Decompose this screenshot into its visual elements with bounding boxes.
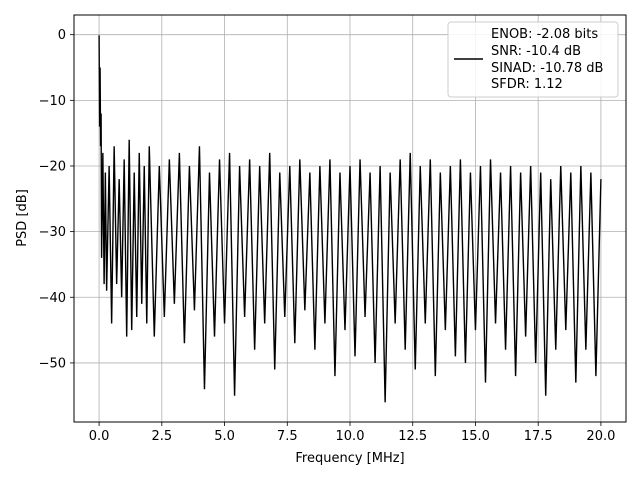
x-tick-label: 7.5 xyxy=(277,429,298,444)
y-tick-label: −10 xyxy=(39,94,66,109)
legend-box xyxy=(447,21,619,98)
x-tick-label: 0.0 xyxy=(89,429,110,444)
x-tick-label: 5.0 xyxy=(214,429,235,444)
y-ticks: 0 −10 −20 −30 −40 −50 xyxy=(39,28,74,371)
legend: ENOB: -2.08 bits SNR: -10.4 dB SINAD: -1… xyxy=(447,21,619,98)
x-tick-label: 12.5 xyxy=(398,429,427,444)
y-tick-label: 0 xyxy=(58,28,66,43)
legend-line-sinad: SINAD: -10.78 dB xyxy=(491,61,603,76)
x-tick-label: 15.0 xyxy=(461,429,490,444)
y-axis-label: PSD [dB] xyxy=(15,189,30,247)
y-tick-label: −50 xyxy=(39,356,66,371)
y-tick-label: −20 xyxy=(39,159,66,174)
legend-line-sfdr: SFDR: 1.12 xyxy=(491,77,563,92)
y-tick-label: −30 xyxy=(39,225,66,240)
x-tick-label: 2.5 xyxy=(151,429,172,444)
legend-line-enob: ENOB: -2.08 bits xyxy=(491,27,598,42)
y-tick-label: −40 xyxy=(39,291,66,306)
x-tick-label: 17.5 xyxy=(524,429,553,444)
x-ticks: 0.0 2.5 5.0 7.5 10.0 12.5 15.0 17.5 20.0 xyxy=(89,422,615,444)
x-tick-label: 10.0 xyxy=(336,429,365,444)
legend-line-snr: SNR: -10.4 dB xyxy=(491,44,581,59)
series-group xyxy=(98,35,602,403)
psd-series-line xyxy=(98,35,602,403)
x-axis-label: Frequency [MHz] xyxy=(295,451,404,466)
x-tick-label: 20.0 xyxy=(586,429,615,444)
